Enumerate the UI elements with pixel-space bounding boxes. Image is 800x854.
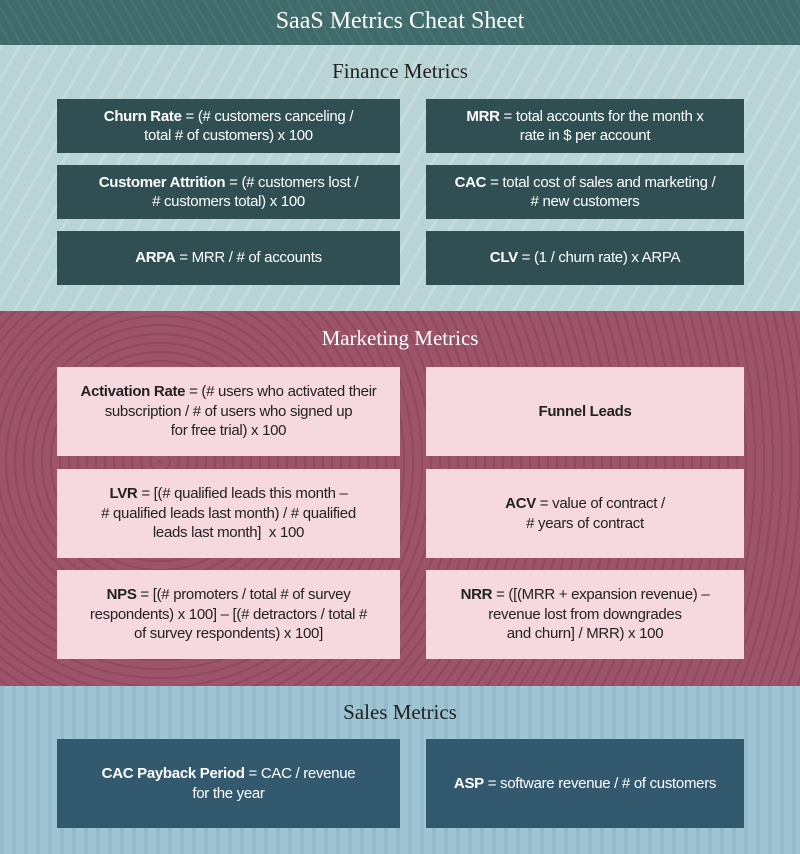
metric-formula: for free trial) x 100	[170, 422, 287, 440]
metric-formula: and churn] / MRR) x 100	[506, 625, 664, 643]
card-line: for the year	[192, 784, 265, 804]
card-line: for free trial) x 100	[170, 421, 287, 441]
card-line: Customer Attrition = (# customers lost /	[99, 173, 359, 193]
metric-term: NRR	[460, 586, 493, 604]
metric-card: LVR = [(# qualified leads this month – # …	[57, 469, 400, 558]
marketing-section: Marketing Metrics Activation Rate = (# us…	[0, 311, 800, 686]
section-title: Sales Metrics	[343, 700, 457, 724]
metric-term: Churn Rate	[103, 107, 182, 125]
card-line: MRR = total accounts for the month x	[466, 107, 704, 127]
card-line: # years of contract	[526, 514, 644, 534]
metric-formula: = (# customers lost /	[225, 173, 359, 191]
finance-section: Finance Metrics Churn Rate = (# customers…	[0, 45, 800, 311]
metric-formula: = [(# promoters / total # of survey	[136, 586, 351, 604]
section-title: Finance Metrics	[332, 59, 468, 83]
metric-term: ARPA	[135, 249, 176, 267]
card-line: revenue lost from downgrades	[488, 605, 682, 625]
card-line: LVR = [(# qualified leads this month –	[109, 484, 347, 504]
card-line: leads last month] x 100	[152, 523, 305, 543]
section-title: Marketing Metrics	[321, 326, 479, 350]
metric-formula: = (1 / churn rate) x ARPA	[517, 249, 681, 267]
metric-formula: = total cost of sales and marketing /	[486, 173, 716, 191]
metric-term: ACV	[505, 495, 536, 512]
metric-formula: of survey respondents) x 100]	[134, 625, 323, 643]
metric-card: Churn Rate = (# customers canceling / tot…	[57, 99, 400, 153]
card-line: rate in $ per account	[519, 126, 651, 146]
page-title: SaaS Metrics Cheat Sheet	[275, 8, 525, 34]
page-header: SaaS Metrics Cheat Sheet	[0, 0, 800, 45]
card-line: ASP = software revenue / # of customers	[454, 774, 716, 794]
metric-card: NRR = ([(MRR + expansion revenue) – reven…	[426, 570, 744, 659]
metric-formula: rate in $ per account	[519, 127, 651, 144]
card-line: NPS = [(# promoters / total # of survey	[107, 585, 351, 605]
metric-formula: subscription / # of users who signed up	[104, 402, 353, 420]
metric-term: ASP	[453, 774, 484, 792]
card-line: ARPA = MRR / # of accounts	[135, 248, 322, 268]
metric-term: NPS	[106, 586, 137, 604]
metric-term: Activation Rate	[80, 383, 186, 401]
card-line: ACV = value of contract /	[505, 494, 665, 514]
card-line: total # of customers) x 100	[144, 126, 313, 146]
metric-card: CLV = (1 / churn rate) x ARPA	[426, 231, 744, 285]
metric-term: Customer Attrition	[98, 173, 226, 191]
card-line: # customers total) x 100	[152, 192, 305, 212]
card-line: respondents) x 100] – [(# detractors / t…	[89, 605, 368, 625]
metric-term: Funnel Leads	[538, 402, 632, 420]
metric-formula: total # of customers) x 100	[144, 127, 313, 144]
metric-formula: respondents) x 100] – [(# detractors / t…	[89, 605, 368, 623]
metric-card: ARPA = MRR / # of accounts	[57, 231, 400, 285]
card-line: # qualified leads last month) / # qualif…	[101, 504, 356, 524]
metric-card: Funnel Leads	[426, 367, 744, 456]
metric-formula: = CAC / revenue	[244, 765, 356, 782]
card-line: and churn] / MRR) x 100	[507, 624, 664, 644]
card-line: CLV = (1 / churn rate) x ARPA	[489, 248, 681, 268]
metric-card: Customer Attrition = (# customers lost /…	[57, 165, 400, 219]
card-line: Activation Rate = (# users who activated…	[81, 382, 377, 402]
metric-formula: = total accounts for the month x	[499, 107, 704, 125]
metric-formula: # qualified leads last month) / # qualif…	[101, 504, 356, 522]
sales-section: Sales Metrics CAC Payback Period = CAC / …	[0, 686, 800, 854]
metric-formula: leads last month] x 100	[152, 524, 305, 542]
metric-formula: = (# customers canceling /	[181, 107, 354, 125]
card-line: CAC = total cost of sales and marketing …	[455, 173, 716, 193]
metric-card: ACV = value of contract / # years of cont…	[426, 469, 744, 558]
metric-card: NPS = [(# promoters / total # of survey r…	[57, 570, 400, 659]
metric-card: MRR = total accounts for the month x rate…	[426, 99, 744, 153]
metric-card: Activation Rate = (# users who activated…	[57, 367, 400, 456]
card-line: Churn Rate = (# customers canceling /	[103, 107, 354, 127]
card-line: of survey respondents) x 100]	[134, 624, 323, 644]
metric-term: CAC	[454, 173, 487, 191]
metric-term: LVR	[109, 485, 138, 503]
metric-term: CAC Payback Period	[101, 765, 245, 782]
metric-card: ASP = software revenue / # of customers	[426, 739, 744, 828]
metric-formula: # years of contract	[526, 514, 644, 532]
card-line: # new customers	[531, 192, 640, 212]
metric-card: CAC Payback Period = CAC / revenue for th…	[57, 739, 400, 828]
metric-formula: = MRR / # of accounts	[175, 249, 322, 267]
card-line: NRR = ([(MRR + expansion revenue) –	[461, 585, 710, 605]
metric-formula: = (# users who activated their	[185, 383, 377, 401]
metric-formula: = [(# qualified leads this month –	[137, 485, 348, 503]
metric-term: CLV	[489, 249, 518, 267]
metric-formula: = ([(MRR + expansion revenue) –	[492, 586, 710, 604]
metric-formula: revenue lost from downgrades	[488, 605, 682, 623]
metric-formula: = value of contract /	[535, 495, 665, 512]
metric-formula: for the year	[192, 784, 265, 802]
metric-formula: # new customers	[530, 193, 640, 210]
metric-term: MRR	[466, 107, 500, 125]
metric-formula: = software revenue / # of customers	[483, 774, 717, 792]
card-line: subscription / # of users who signed up	[105, 402, 353, 422]
card-line: Funnel Leads	[538, 402, 631, 422]
card-line: CAC Payback Period = CAC / revenue	[102, 764, 356, 784]
metric-formula: # customers total) x 100	[152, 193, 305, 210]
metric-card: CAC = total cost of sales and marketing …	[426, 165, 744, 219]
